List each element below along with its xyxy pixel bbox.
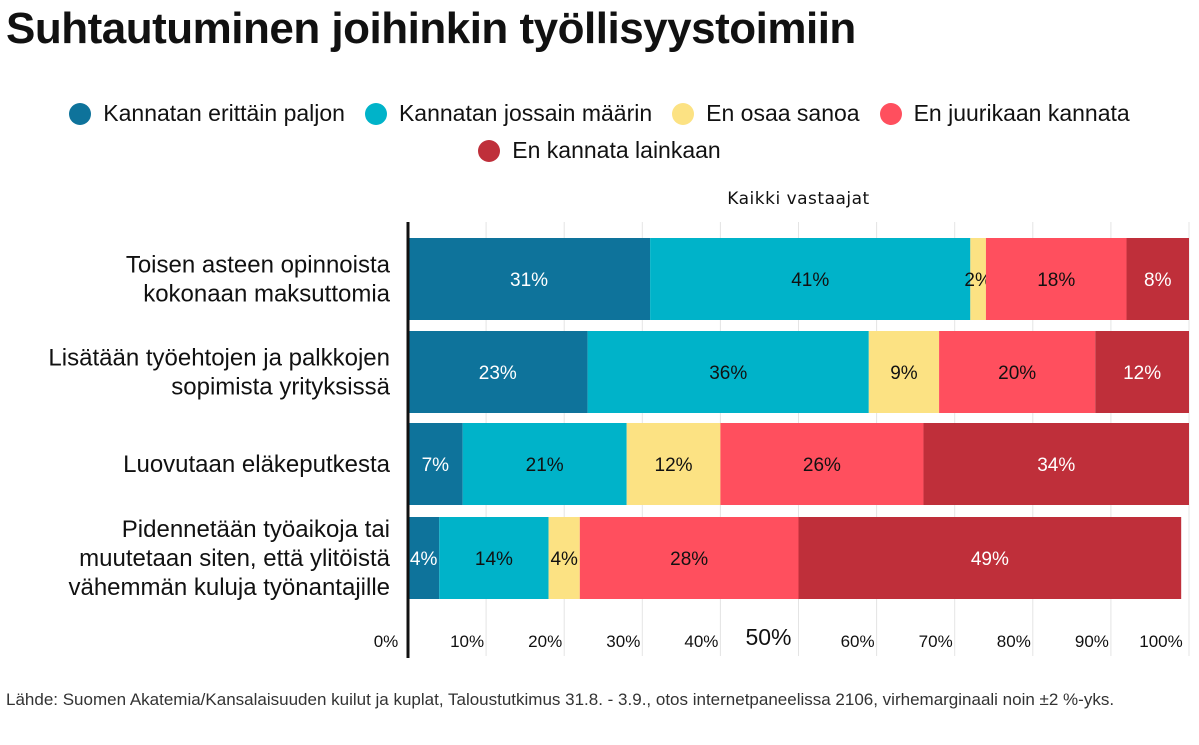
bar-value-label: 12% bbox=[1123, 363, 1161, 384]
bar-segment bbox=[1095, 331, 1189, 413]
bar-value-label: 14% bbox=[475, 549, 513, 570]
bar-value-label: 34% bbox=[1037, 455, 1075, 476]
category-label: Lisätään työehtojen ja palkkojen sopimist… bbox=[48, 345, 390, 401]
bar-value-label: 20% bbox=[998, 363, 1036, 384]
x-tick-label: 80% bbox=[997, 632, 1031, 651]
bar-value-label: 18% bbox=[1037, 270, 1075, 291]
bar-segment bbox=[626, 423, 721, 505]
bar-value-label: 4% bbox=[410, 549, 438, 570]
bar-value-label: 41% bbox=[791, 270, 829, 291]
bar-segment bbox=[970, 238, 986, 320]
bar-segment bbox=[720, 423, 924, 505]
bar-segment bbox=[985, 238, 1127, 320]
bar-segment bbox=[439, 517, 549, 599]
bar-value-label: 4% bbox=[550, 549, 578, 570]
legend-row-1: Kannatan erittäin paljon Kannatan jossain… bbox=[0, 100, 1199, 127]
chart-title: Suhtautuminen joihinkin työllisyystoimii… bbox=[6, 4, 856, 53]
x-tick-label: 90% bbox=[1075, 632, 1109, 651]
legend-swatch bbox=[364, 102, 387, 125]
x-tick-label: 30% bbox=[606, 632, 640, 651]
legend-item: En osaa sanoa bbox=[672, 100, 860, 127]
category-label-line: vähemmän kuluja työnantajille bbox=[68, 574, 390, 601]
bar-value-label: 21% bbox=[526, 455, 564, 476]
x-tick-label: 100% bbox=[1139, 632, 1182, 651]
bar-segment bbox=[1126, 238, 1189, 320]
category-label-line: Luovutaan eläkeputkesta bbox=[123, 451, 391, 478]
bar-segment bbox=[408, 517, 440, 599]
bar-value-label: 23% bbox=[479, 363, 517, 384]
legend-swatch bbox=[879, 102, 902, 125]
legend-label: En kannata lainkaan bbox=[512, 137, 721, 163]
bar-segment bbox=[798, 517, 1182, 599]
category-label-line: Lisätään työehtojen ja palkkojen bbox=[48, 345, 390, 372]
category-label: Pidennetään työaikoja tai muutetaan siten… bbox=[68, 516, 390, 601]
legend-swatch bbox=[478, 139, 501, 162]
category-label-line: Toisen asteen opinnoista bbox=[126, 252, 391, 279]
legend-label: Kannatan erittäin paljon bbox=[103, 100, 345, 126]
bar-segment bbox=[408, 238, 651, 320]
x-tick-label: 50% bbox=[745, 624, 791, 650]
x-tick-label: 60% bbox=[841, 632, 875, 651]
category-label: Luovutaan eläkeputkesta bbox=[123, 451, 391, 478]
legend-row-2: En kannata lainkaan bbox=[0, 137, 1199, 164]
chart: Kaikki vastaajat 31% 41% 2% 18% 8% Toisen aste… bbox=[48, 189, 1190, 658]
legend-item: Kannatan jossain määrin bbox=[364, 100, 653, 127]
legend-label: En osaa sanoa bbox=[706, 100, 860, 126]
bar-value-label: 36% bbox=[709, 363, 747, 384]
bar-value-label: 8% bbox=[1144, 270, 1172, 291]
x-tick-label: 40% bbox=[684, 632, 718, 651]
bar-segment bbox=[650, 238, 971, 320]
category-label-line: muutetaan siten, että ylitöistä bbox=[79, 545, 390, 572]
bar-segment bbox=[579, 517, 799, 599]
bar-segment bbox=[462, 423, 627, 505]
x-tick-label: 0% bbox=[374, 632, 399, 651]
bar-value-label: 31% bbox=[510, 270, 548, 291]
legend-swatch bbox=[672, 102, 695, 125]
x-tick-label: 70% bbox=[919, 632, 953, 651]
category-label-line: Pidennetään työaikoja tai bbox=[122, 516, 390, 543]
x-tick-label: 10% bbox=[450, 632, 484, 651]
bar-segment bbox=[923, 423, 1189, 505]
bar-segment bbox=[408, 331, 588, 413]
category-label-line: sopimista yrityksissä bbox=[171, 374, 390, 401]
bar-value-label: 9% bbox=[890, 363, 918, 384]
category-label: Toisen asteen opinnoista kokonaan maksutt… bbox=[126, 252, 391, 308]
bar-value-label: 12% bbox=[655, 455, 693, 476]
legend-item: En juurikaan kannata bbox=[879, 100, 1130, 127]
legend-item: Kannatan erittäin paljon bbox=[69, 100, 345, 127]
legend-item: En kannata lainkaan bbox=[478, 137, 721, 164]
bar-segment bbox=[939, 331, 1096, 413]
legend-label: En juurikaan kannata bbox=[913, 100, 1130, 126]
bar-value-label: 28% bbox=[670, 549, 708, 570]
bar-value-label: 2% bbox=[964, 270, 992, 291]
bar-value-label: 7% bbox=[422, 455, 450, 476]
x-tick-label: 20% bbox=[528, 632, 562, 651]
bar-segment bbox=[548, 517, 580, 599]
chart-subtitle: Kaikki vastaajat bbox=[727, 189, 869, 209]
legend-label: Kannatan jossain määrin bbox=[398, 100, 653, 126]
bar-segment bbox=[868, 331, 940, 413]
bar-segment bbox=[408, 423, 463, 505]
category-label-line: kokonaan maksuttomia bbox=[143, 281, 390, 308]
source-note: Lähde: Suomen Akatemia/Kansalaisuuden ku… bbox=[6, 690, 1115, 709]
legend-swatch bbox=[69, 102, 92, 125]
bar-value-label: 26% bbox=[803, 455, 841, 476]
bar-value-label: 49% bbox=[971, 549, 1009, 570]
bar-segment bbox=[587, 331, 869, 413]
